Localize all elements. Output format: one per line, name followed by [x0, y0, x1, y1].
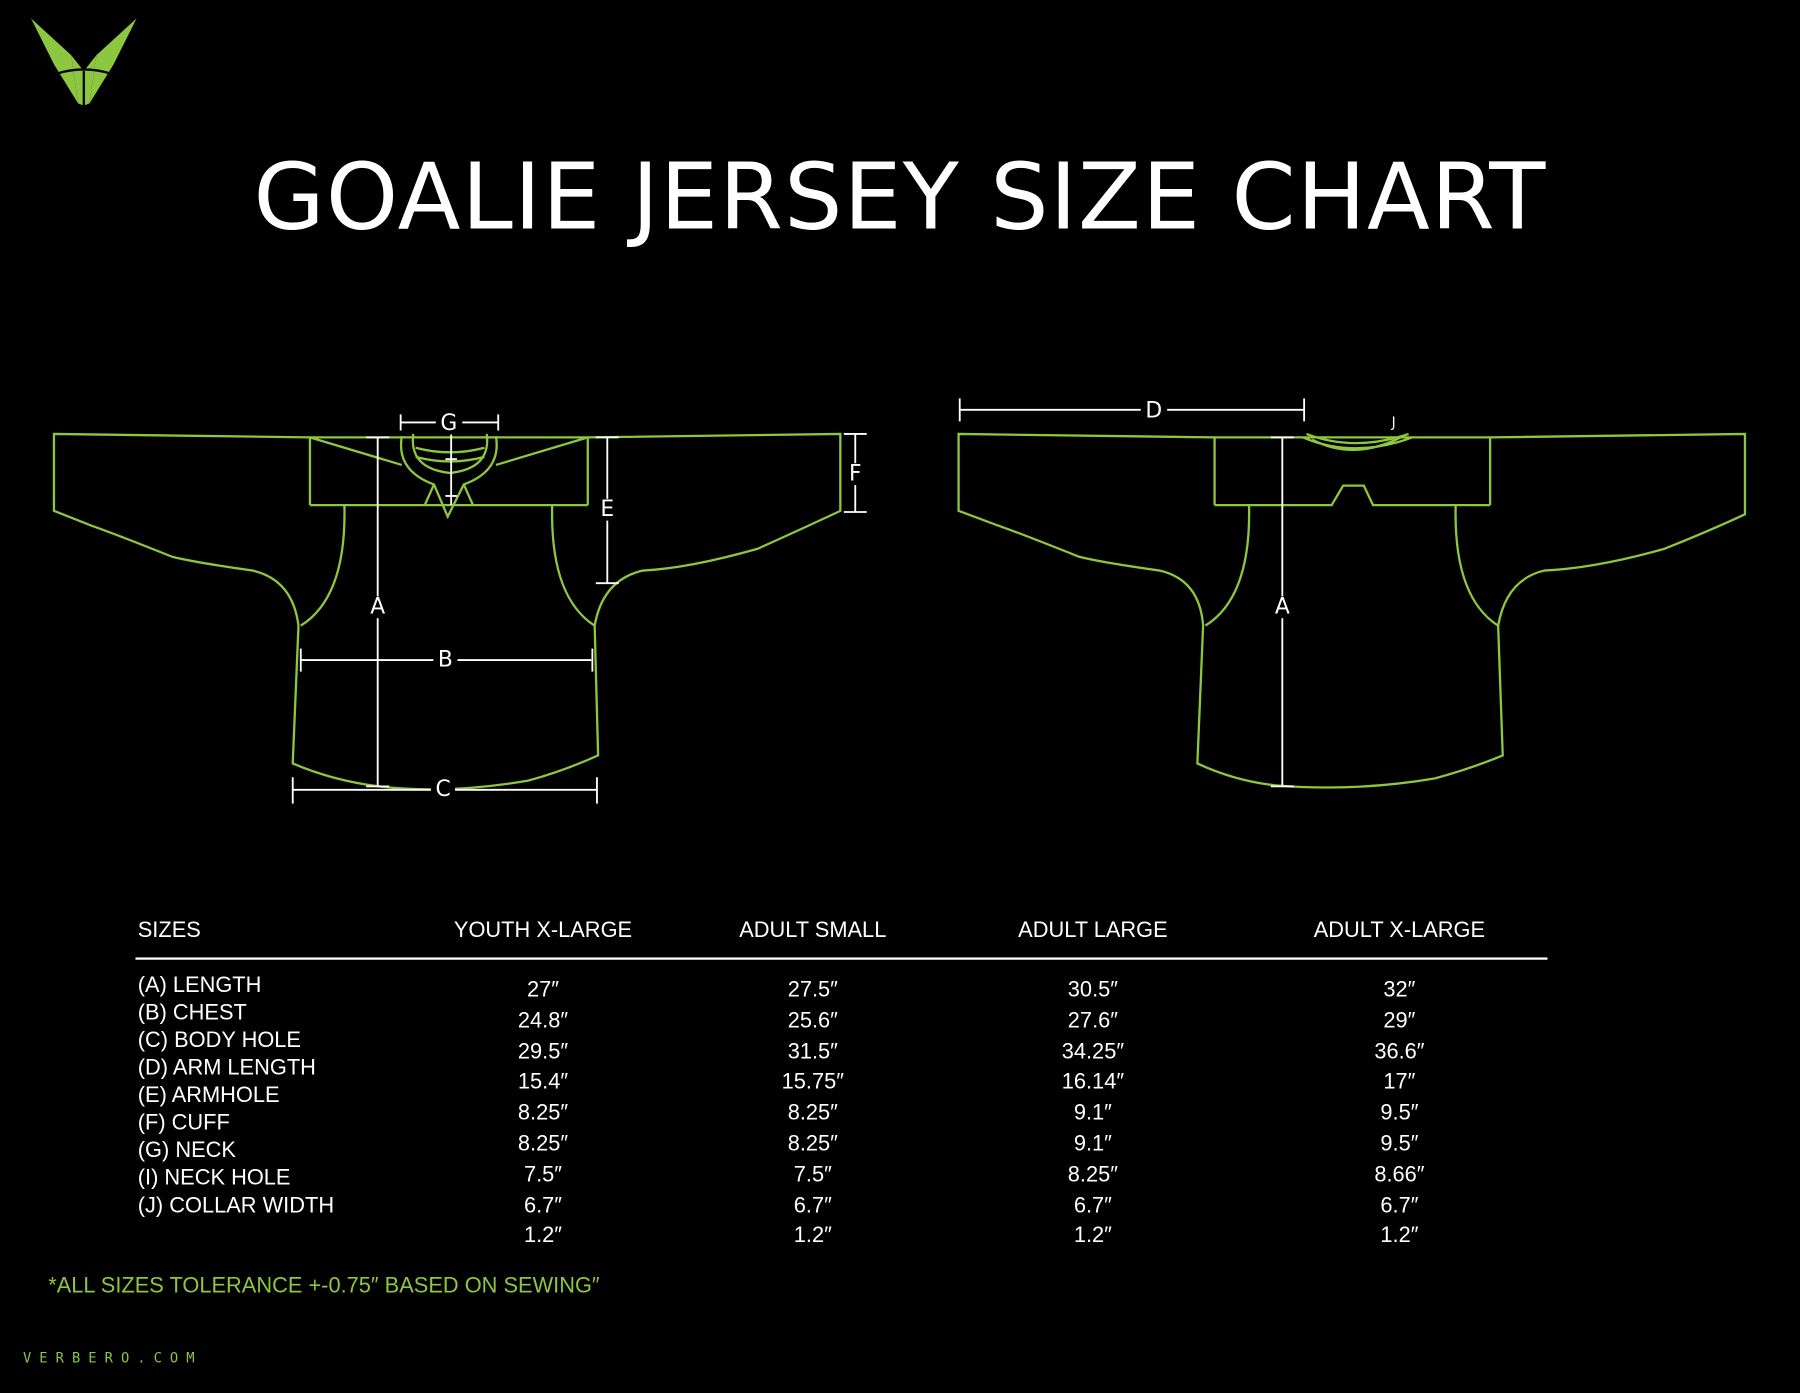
cell: 6.7″: [523, 1193, 563, 1218]
column-header: YOUTH X-LARGE: [453, 918, 633, 943]
cell: 32″: [1383, 978, 1416, 1003]
dimension-label-d: D: [1140, 400, 1167, 422]
cell: 7.5″: [793, 1162, 832, 1187]
website-link[interactable]: VERBERO.COM: [22, 1350, 203, 1367]
column-youth-x-large: 27″ 24.8″ 29.5″ 15.4″ 8.25″ 8.25″ 7.5″ 6…: [518, 976, 568, 1253]
row-label: (B) CHEST: [137, 1001, 247, 1026]
cell: 27.5″: [787, 978, 838, 1003]
row-label: (E) ARMHOLE: [137, 1083, 280, 1108]
dimension-label-b: B: [433, 649, 458, 672]
cell: 1.2″: [523, 1224, 563, 1249]
cell: 1.2″: [793, 1224, 832, 1249]
column-header: ADULT LARGE: [1018, 918, 1168, 943]
back-dimension-lines: [958, 398, 1306, 788]
cell: 15.75″: [781, 1070, 844, 1095]
cell: 9.5″: [1380, 1131, 1419, 1157]
dimension-label-c: C: [430, 778, 456, 801]
cell: 8.25″: [787, 1101, 838, 1126]
cell: 34.25″: [1061, 1039, 1125, 1064]
cell: 24.8″: [517, 1008, 569, 1033]
dimension-label-f: F: [844, 463, 867, 486]
table-divider: [135, 957, 1548, 960]
front-dimension-lines: [291, 414, 867, 804]
row-label: (D) ARM LENGTH: [137, 1056, 316, 1081]
dimension-label-g: G: [435, 412, 462, 435]
cell: 6.7″: [1073, 1193, 1112, 1218]
column-adult-large: 30.5″ 27.6″ 34.25″ 16.14″ 9.1″ 9.1″ 8.25…: [1062, 976, 1124, 1253]
row-label: (J) COLLAR WIDTH: [137, 1193, 335, 1219]
row-label: (A) LENGTH: [137, 973, 262, 998]
cell: 36.6″: [1374, 1039, 1425, 1064]
row-label: (G) NECK: [137, 1138, 236, 1163]
cell: 6.7″: [1380, 1193, 1419, 1218]
cell: 9.1″: [1073, 1131, 1112, 1157]
cell: 31.5″: [787, 1039, 838, 1064]
cell: 8.66″: [1374, 1162, 1425, 1187]
cell: 1.2″: [1380, 1224, 1419, 1249]
cell: 15.4″: [517, 1070, 569, 1095]
cell: 25.6″: [787, 1008, 838, 1033]
cell: 29.5″: [517, 1039, 569, 1064]
row-labels: (A) LENGTH (B) CHEST (C) BODY HOLE (D) A…: [138, 972, 334, 1220]
column-adult-x-large: 32″ 29″ 36.6″ 17″ 9.5″ 9.5″ 8.66″ 6.7″ 1…: [1374, 976, 1424, 1253]
cell: 9.5″: [1380, 1101, 1419, 1126]
row-label: (I) NECK HOLE: [137, 1166, 291, 1191]
dimension-label-a-front: A: [365, 596, 390, 619]
cell: 27″: [527, 978, 560, 1003]
row-label: (F) CUFF: [137, 1111, 230, 1136]
cell: 29″: [1383, 1008, 1416, 1033]
dimension-label-e: E: [595, 498, 619, 521]
cell: 30.5″: [1067, 978, 1118, 1003]
page-title: GOALIE JERSEY SIZE CHART: [253, 143, 1547, 251]
cell: 6.7″: [793, 1193, 832, 1218]
tolerance-note: *ALL SIZES TOLERANCE +-0.75″ BASED ON SE…: [48, 1274, 600, 1299]
cell: 9.1″: [1073, 1101, 1112, 1126]
front-jersey-outline: [52, 432, 842, 791]
cell: 8.25″: [517, 1131, 569, 1157]
column-adult-small: 27.5″ 25.6″ 31.5″ 15.75″ 8.25″ 8.25″ 7.5…: [782, 976, 844, 1253]
verbero-logo: [30, 18, 137, 106]
cell: 8.25″: [787, 1131, 838, 1157]
cell: 7.5″: [523, 1162, 563, 1187]
column-header: ADULT SMALL: [739, 918, 887, 943]
cell: 27.6″: [1067, 1008, 1118, 1033]
dimension-label-a-back: A: [1270, 596, 1295, 619]
row-label: (C) BODY HOLE: [137, 1028, 301, 1053]
dimension-label-j: J: [1391, 414, 1396, 431]
cell: 8.25″: [517, 1101, 569, 1126]
column-header: ADULT X-LARGE: [1313, 918, 1486, 943]
cell: 17″: [1383, 1070, 1416, 1095]
back-jersey-outline: [957, 432, 1747, 789]
cell: 8.25″: [1067, 1162, 1118, 1187]
table-header-sizes: SIZES: [137, 918, 201, 943]
cell: 16.14″: [1061, 1070, 1125, 1095]
cell: 1.2″: [1073, 1224, 1112, 1249]
